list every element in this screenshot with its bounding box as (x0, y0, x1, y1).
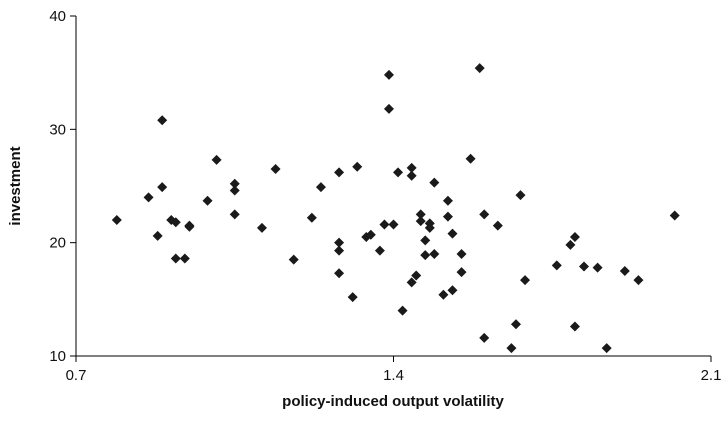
data-point (456, 249, 467, 259)
data-point (479, 332, 490, 343)
data-point (334, 268, 345, 279)
data-point (406, 170, 417, 181)
data-point (415, 216, 426, 227)
data-point (383, 69, 394, 80)
data-point (569, 321, 580, 332)
data-point (184, 221, 195, 232)
data-point (442, 211, 453, 222)
data-point (152, 230, 163, 241)
data-point (456, 267, 467, 278)
data-points (111, 63, 680, 354)
data-point (565, 239, 576, 250)
y-axis-title: investment (7, 146, 24, 225)
data-point (406, 162, 417, 173)
data-point (569, 232, 580, 242)
data-point (352, 161, 363, 172)
data-point (379, 219, 390, 230)
data-point (229, 209, 240, 220)
data-point (619, 266, 630, 276)
data-point (288, 254, 299, 265)
y-tick-label: 30 (49, 121, 66, 138)
data-point (506, 343, 517, 354)
data-point (438, 289, 449, 300)
data-point (229, 185, 240, 196)
y-tick-label: 20 (49, 235, 66, 252)
data-point (510, 319, 521, 330)
data-point (592, 262, 603, 273)
data-point (465, 153, 476, 164)
data-point (601, 343, 612, 354)
data-point (474, 63, 485, 74)
y-tick-label: 10 (49, 348, 66, 365)
data-point (551, 260, 562, 271)
data-point (633, 275, 644, 286)
data-point (315, 182, 326, 193)
data-point (669, 210, 680, 221)
data-point (479, 209, 490, 220)
data-point (270, 164, 281, 174)
data-point (111, 215, 122, 225)
data-point (520, 275, 531, 286)
data-point (429, 249, 440, 259)
data-point (447, 228, 458, 239)
data-point (334, 245, 345, 256)
data-point (374, 245, 385, 256)
data-point (170, 253, 181, 264)
data-point (397, 305, 408, 316)
data-point (415, 209, 426, 220)
data-point (334, 237, 345, 248)
x-tick-label: 2.1 (701, 367, 722, 384)
data-point (447, 285, 458, 296)
data-point (365, 229, 376, 240)
data-point (157, 182, 168, 193)
data-point (492, 220, 503, 231)
data-point (157, 115, 168, 126)
data-point (411, 270, 422, 281)
data-point (420, 250, 431, 261)
data-point (347, 292, 358, 303)
data-point (383, 103, 394, 114)
data-point (334, 167, 345, 178)
x-axis-title: policy-induced output volatility (282, 393, 504, 410)
x-axis-ticks: 0.7 1.4 2.1 (66, 356, 722, 384)
x-tick-label: 0.7 (66, 367, 87, 384)
data-point (442, 195, 453, 206)
data-point (515, 190, 526, 201)
data-point (388, 219, 399, 230)
plot-area: 10 20 30 40 0.7 1.4 2.1 (49, 8, 721, 384)
data-point (179, 253, 190, 264)
data-point (579, 261, 589, 272)
data-point (211, 154, 222, 165)
data-point (202, 195, 213, 206)
data-point (229, 178, 240, 189)
y-tick-label: 40 (49, 8, 66, 25)
data-point (429, 177, 440, 188)
data-point (256, 222, 267, 233)
data-point (424, 222, 435, 233)
data-point (420, 235, 431, 246)
data-point (306, 212, 317, 223)
x-tick-label: 1.4 (383, 367, 404, 384)
data-point (170, 217, 181, 228)
y-axis-ticks: 10 20 30 40 (49, 8, 76, 365)
data-point (143, 192, 154, 203)
data-point (406, 277, 417, 288)
data-point (393, 167, 404, 178)
